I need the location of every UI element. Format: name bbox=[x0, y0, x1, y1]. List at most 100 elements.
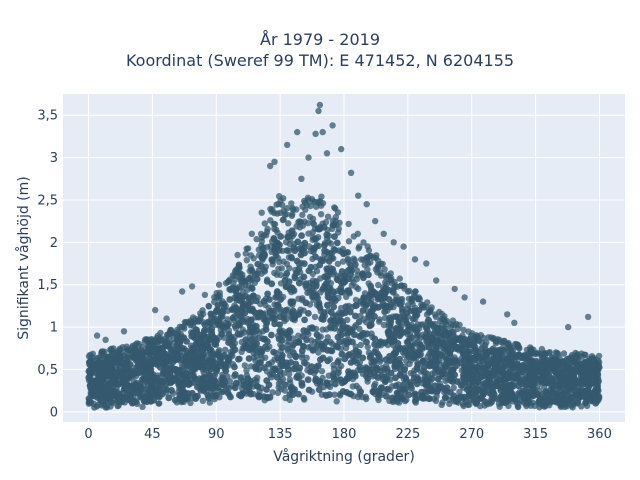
data-point bbox=[114, 380, 122, 388]
data-point bbox=[475, 386, 483, 394]
data-point bbox=[236, 312, 244, 320]
data-point bbox=[368, 316, 376, 324]
data-point bbox=[405, 295, 413, 302]
data-point bbox=[370, 303, 378, 311]
data-point bbox=[345, 287, 352, 294]
data-point bbox=[262, 326, 270, 333]
data-point bbox=[334, 369, 342, 377]
data-point bbox=[150, 337, 157, 344]
data-point bbox=[260, 393, 268, 400]
data-point bbox=[247, 252, 255, 259]
data-point bbox=[468, 377, 476, 384]
data-point bbox=[287, 253, 295, 261]
data-point bbox=[314, 225, 322, 233]
data-point bbox=[352, 312, 359, 320]
data-point bbox=[390, 239, 397, 246]
data-point bbox=[102, 336, 109, 343]
data-point bbox=[295, 338, 302, 346]
x-tick-label: 225 bbox=[395, 427, 420, 442]
data-point bbox=[339, 388, 347, 395]
data-point bbox=[384, 385, 391, 393]
data-point bbox=[234, 251, 241, 259]
data-point bbox=[468, 371, 476, 378]
data-point bbox=[269, 389, 276, 396]
data-point bbox=[248, 284, 256, 292]
data-point bbox=[589, 363, 597, 371]
data-point bbox=[104, 362, 111, 370]
data-point bbox=[442, 325, 449, 332]
data-point bbox=[201, 291, 209, 299]
data-point bbox=[286, 327, 293, 334]
data-point bbox=[556, 394, 564, 401]
data-point bbox=[424, 299, 431, 306]
data-point bbox=[294, 128, 301, 136]
data-point bbox=[488, 398, 495, 406]
data-point bbox=[443, 387, 450, 395]
data-point bbox=[177, 396, 185, 404]
data-point bbox=[285, 220, 292, 227]
data-point bbox=[355, 318, 363, 326]
data-point bbox=[371, 358, 379, 365]
chart-title-line-2: Koordinat (Sweref 99 TM): E 471452, N 62… bbox=[125, 51, 515, 70]
data-point bbox=[387, 369, 395, 377]
data-point bbox=[375, 396, 382, 404]
data-point bbox=[150, 396, 158, 404]
data-point bbox=[486, 377, 493, 385]
data-point bbox=[164, 331, 171, 338]
data-point bbox=[420, 363, 428, 371]
data-point bbox=[311, 313, 319, 321]
data-point bbox=[440, 316, 447, 323]
data-point bbox=[365, 260, 372, 267]
data-point bbox=[462, 398, 470, 405]
data-point bbox=[146, 391, 154, 398]
data-point bbox=[192, 326, 200, 334]
data-point bbox=[225, 331, 233, 338]
data-point bbox=[588, 353, 596, 360]
data-point bbox=[536, 362, 544, 370]
data-point bbox=[568, 393, 575, 401]
data-point bbox=[192, 359, 199, 367]
data-point bbox=[242, 292, 250, 300]
data-point bbox=[332, 297, 339, 304]
data-point bbox=[245, 355, 253, 362]
data-point bbox=[340, 250, 347, 258]
data-point bbox=[132, 386, 140, 394]
data-point bbox=[501, 390, 509, 398]
data-point bbox=[323, 280, 330, 287]
data-point bbox=[112, 359, 120, 367]
data-point bbox=[367, 282, 375, 290]
data-point bbox=[350, 233, 357, 240]
data-point bbox=[434, 375, 442, 383]
x-axis-ticks: 0 45 90 135 180 225 270 315 360 bbox=[84, 427, 611, 442]
data-point bbox=[345, 220, 352, 228]
data-point bbox=[242, 336, 250, 344]
data-point bbox=[407, 342, 415, 350]
data-point bbox=[254, 260, 262, 268]
data-point bbox=[428, 375, 436, 382]
data-point bbox=[301, 359, 308, 367]
data-point bbox=[135, 340, 143, 348]
data-point bbox=[386, 314, 393, 322]
data-point bbox=[189, 347, 197, 354]
data-point bbox=[276, 367, 284, 375]
data-point bbox=[411, 390, 419, 398]
data-point bbox=[560, 350, 568, 357]
data-point bbox=[325, 294, 333, 301]
data-point bbox=[229, 272, 237, 279]
data-point bbox=[479, 350, 487, 357]
data-point bbox=[366, 322, 374, 330]
data-point bbox=[339, 350, 346, 358]
data-point bbox=[552, 349, 559, 356]
data-point bbox=[316, 261, 324, 269]
data-point bbox=[364, 266, 371, 273]
data-point bbox=[450, 384, 457, 391]
data-point bbox=[187, 399, 194, 407]
data-point bbox=[375, 387, 382, 395]
data-point bbox=[281, 211, 288, 218]
data-point bbox=[374, 350, 381, 358]
data-point bbox=[249, 335, 256, 342]
data-point bbox=[292, 352, 300, 360]
data-point bbox=[300, 394, 307, 402]
y-tick-label: 2,5 bbox=[37, 193, 58, 208]
data-point bbox=[374, 366, 381, 374]
